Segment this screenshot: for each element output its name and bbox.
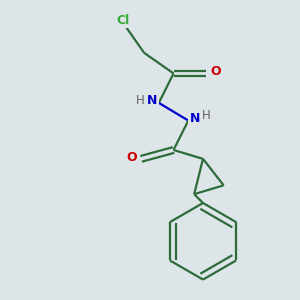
Text: N: N: [147, 94, 158, 107]
Text: O: O: [210, 65, 221, 79]
Text: H: H: [202, 109, 211, 122]
Text: N: N: [190, 112, 200, 125]
Text: H: H: [136, 94, 145, 107]
Text: O: O: [126, 151, 137, 164]
Text: Cl: Cl: [117, 14, 130, 27]
